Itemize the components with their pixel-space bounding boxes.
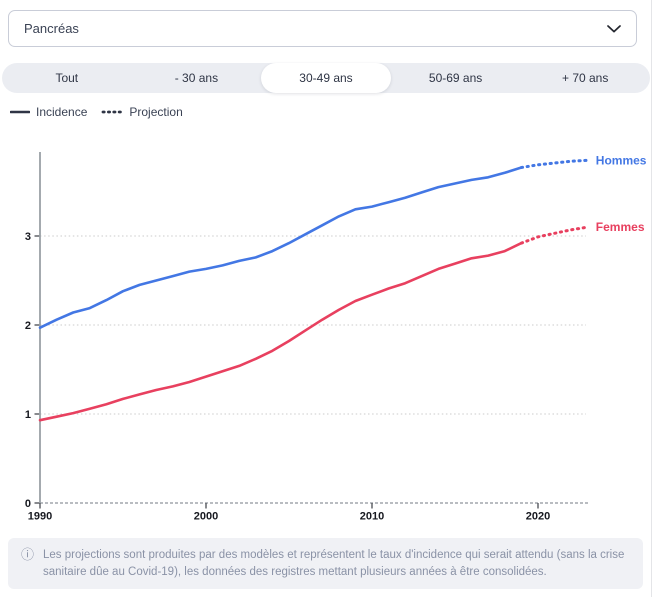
info-icon: ⓘ <box>21 547 35 562</box>
series-femmes-incidence-line <box>38 241 523 422</box>
tab-plus-70[interactable]: + 70 ans <box>561 71 609 85</box>
legend-projection-label: Projection <box>129 105 183 119</box>
y-tick-label: 0 <box>25 498 31 510</box>
incidence-chart: 0 1 2 3 1990 2000 2010 2020 Hommes Femmes <box>0 140 659 532</box>
projection-disclaimer: ⓘ Les projections sont produites par des… <box>8 538 643 589</box>
x-tick-label: 1990 <box>28 511 52 523</box>
tab-tout[interactable]: Tout <box>55 71 79 85</box>
series-femmes-projection-line <box>519 225 590 245</box>
y-tick-label: 3 <box>25 231 31 243</box>
incidence-line-swatch <box>10 110 30 114</box>
projection-disclaimer-text: Les projections sont produites par des m… <box>43 549 625 578</box>
series-label-femmes: Femmes <box>596 220 645 234</box>
legend-incidence-label: Incidence <box>36 105 88 119</box>
incidence-chart-svg: 0 1 2 3 1990 2000 2010 2020 Hommes Femmes <box>25 152 647 523</box>
tab-50-69[interactable]: 50-69 ans <box>428 71 483 85</box>
chevron-down-icon <box>607 24 621 32</box>
x-tick-label: 2010 <box>360 511 384 523</box>
tab-30-49[interactable]: 30-49 ans <box>261 63 391 93</box>
panel-right-border <box>651 0 652 597</box>
y-tick-label: 2 <box>25 320 31 332</box>
age-group-tabs: Tout - 30 ans 30-49 ans 50-69 ans + 70 a… <box>2 63 650 93</box>
series-hommes-incidence-line <box>38 166 523 329</box>
series-label-hommes: Hommes <box>596 153 647 167</box>
x-tick-label: 2020 <box>526 511 550 523</box>
projection-line-swatch <box>101 110 123 114</box>
cancer-type-select-value: Pancréas <box>24 21 79 36</box>
x-tick-label: 2000 <box>194 511 218 523</box>
cancer-type-select[interactable]: Pancréas <box>8 10 637 47</box>
y-tick-label: 1 <box>25 409 31 421</box>
tab-moins-30[interactable]: - 30 ans <box>174 71 219 85</box>
chart-legend: Incidence Projection <box>10 105 191 119</box>
series-hommes-projection-line <box>519 158 590 169</box>
